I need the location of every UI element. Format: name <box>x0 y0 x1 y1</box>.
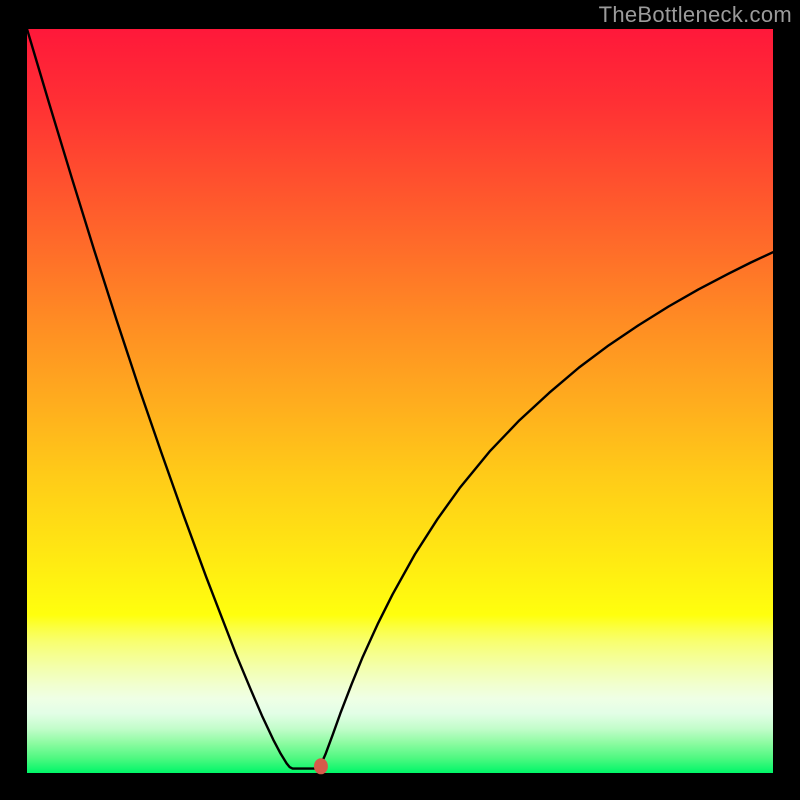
optimal-point-marker <box>314 758 328 774</box>
chart-container: TheBottleneck.com <box>0 0 800 800</box>
watermark-text: TheBottleneck.com <box>599 2 792 28</box>
bottleneck-chart <box>0 0 800 800</box>
plot-background <box>27 29 773 773</box>
